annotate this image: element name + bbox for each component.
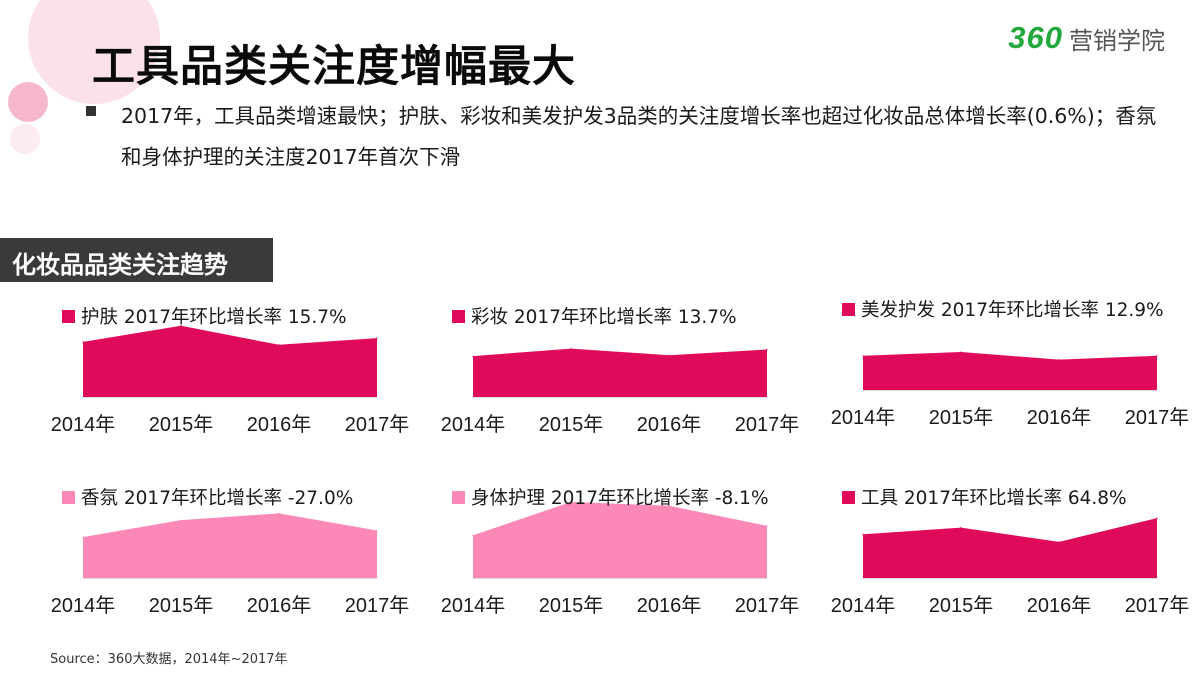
x-tick-label: 2016年 xyxy=(247,594,312,617)
data-point xyxy=(82,536,84,538)
summary-text: 2017年，工具品类增速最快；护肤、彩妆和美发护发3品类的关注度增长率也超过化妆… xyxy=(121,104,1157,169)
chart-panel-1: 2014年 2015年 2016年 2017年 护肤 2017年环比增长率 15.7% xyxy=(50,303,430,453)
data-point xyxy=(1156,355,1158,357)
data-point xyxy=(472,355,474,357)
x-tick-label: 2015年 xyxy=(149,413,214,436)
logo-number: 360 xyxy=(1008,20,1063,55)
section-title: 化妆品品类关注趋势 xyxy=(12,251,228,279)
logo: 360 营销学院 xyxy=(1008,20,1165,56)
x-tick-label: 2015年 xyxy=(539,413,604,436)
data-point xyxy=(376,337,378,339)
x-tick-label: 2017年 xyxy=(345,413,410,436)
x-tick-label: 2014年 xyxy=(51,413,116,436)
data-point xyxy=(862,355,864,357)
legend-swatch-icon xyxy=(842,490,855,504)
area-series xyxy=(473,502,767,578)
decor-circle-tiny xyxy=(10,124,40,154)
x-tick-label: 2015年 xyxy=(539,594,604,617)
chart-plot: 2014年 2015年 2016年 2017年 xyxy=(51,512,410,617)
data-point xyxy=(180,325,182,327)
chart-plot: 2014年 2015年 2016年 2017年 xyxy=(441,501,800,617)
data-point xyxy=(82,341,84,343)
x-tick-label: 2017年 xyxy=(735,413,800,436)
area-series xyxy=(83,325,377,397)
decor-circle-large xyxy=(28,0,160,104)
chart-legend: 彩妆 2017年环比增长率 13.7% xyxy=(452,303,737,329)
chart-plot: 2014年 2015年 2016年 2017年 xyxy=(831,517,1190,617)
chart-legend: 身体护理 2017年环比增长率 -8.1% xyxy=(452,484,769,510)
legend-label: 工具 2017年环比增长率 64.8% xyxy=(861,488,1127,509)
x-tick-label: 2017年 xyxy=(345,594,410,617)
legend-swatch-icon xyxy=(62,490,75,504)
data-point xyxy=(668,354,670,356)
data-point xyxy=(1156,517,1158,519)
data-point xyxy=(960,527,962,529)
area-series xyxy=(863,352,1157,390)
data-point xyxy=(278,344,280,346)
area-series xyxy=(473,348,767,397)
chart-panel-5: 2014年 2015年 2016年 2017年 身体护理 2017年环比增长率 -8.1… xyxy=(440,484,820,634)
data-point xyxy=(960,351,962,353)
x-tick-label: 2016年 xyxy=(1027,406,1092,429)
data-point xyxy=(570,501,572,503)
chart-plot: 2014年 2015年 2016年 2017年 xyxy=(51,325,410,436)
x-tick-label: 2015年 xyxy=(149,594,214,617)
chart-panel-3: 2014年 2015年 2016年 2017年 美发护发 2017年环比增长率 12.9… xyxy=(830,296,1197,446)
legend-label: 香氛 2017年环比增长率 -27.0% xyxy=(81,488,354,509)
x-tick-label: 2017年 xyxy=(1125,594,1190,617)
data-point xyxy=(278,512,280,514)
data-point xyxy=(668,505,670,507)
data-point xyxy=(1058,359,1060,361)
chart-plot: 2014年 2015年 2016年 2017年 xyxy=(831,351,1190,429)
x-tick-label: 2017年 xyxy=(1125,406,1190,429)
legend-swatch-icon xyxy=(452,309,465,323)
data-point xyxy=(862,533,864,535)
x-tick-label: 2014年 xyxy=(441,413,506,436)
data-point xyxy=(1058,541,1060,543)
data-point xyxy=(472,534,474,536)
chart-panel-4: 2014年 2015年 2016年 2017年 香氛 2017年环比增长率 -27.0% xyxy=(50,484,430,634)
area-series xyxy=(863,518,1157,578)
legend-label: 护肤 2017年环比增长率 15.7% xyxy=(81,307,347,328)
chart-panel-6: 2014年 2015年 2016年 2017年 工具 2017年环比增长率 64.8% xyxy=(830,484,1197,634)
data-point xyxy=(570,347,572,350)
x-tick-label: 2016年 xyxy=(637,594,702,617)
chart-plot: 2014年 2015年 2016年 2017年 xyxy=(441,347,800,436)
source-note: Source：360大数据，2014年~2017年 xyxy=(50,652,288,667)
chart-legend: 香氛 2017年环比增长率 -27.0% xyxy=(62,484,353,510)
decor-circle-small xyxy=(8,82,48,122)
x-tick-label: 2015年 xyxy=(929,594,994,617)
x-tick-label: 2017年 xyxy=(735,594,800,617)
chart-legend: 美发护发 2017年环比增长率 12.9% xyxy=(842,296,1164,322)
chart-legend: 工具 2017年环比增长率 64.8% xyxy=(842,484,1127,510)
legend-label: 身体护理 2017年环比增长率 -8.1% xyxy=(471,488,769,509)
data-point xyxy=(766,348,768,351)
data-point xyxy=(376,529,378,532)
legend-swatch-icon xyxy=(842,302,855,316)
x-tick-label: 2016年 xyxy=(1027,594,1092,617)
bullet-square-icon xyxy=(86,106,96,116)
x-tick-label: 2014年 xyxy=(441,594,506,617)
logo-text: 营销学院 xyxy=(1069,26,1165,55)
x-tick-label: 2016年 xyxy=(247,413,312,436)
x-tick-label: 2016年 xyxy=(637,413,702,436)
legend-label: 彩妆 2017年环比增长率 13.7% xyxy=(471,307,737,328)
section-header: 化妆品品类关注趋势 xyxy=(0,238,273,282)
x-tick-label: 2014年 xyxy=(51,594,116,617)
page-title: 工具品类关注度增幅最大 xyxy=(92,42,576,92)
data-point xyxy=(766,525,768,527)
x-tick-label: 2014年 xyxy=(831,594,896,617)
legend-label: 美发护发 2017年环比增长率 12.9% xyxy=(861,300,1164,321)
data-point xyxy=(180,519,182,521)
x-tick-label: 2015年 xyxy=(929,406,994,429)
legend-swatch-icon xyxy=(62,309,75,323)
x-tick-label: 2014年 xyxy=(831,406,896,429)
area-series xyxy=(83,513,377,578)
legend-swatch-icon xyxy=(452,490,465,504)
chart-legend: 护肤 2017年环比增长率 15.7% xyxy=(62,303,347,329)
chart-panel-2: 2014年 2015年 2016年 2017年 彩妆 2017年环比增长率 13.7% xyxy=(440,303,820,453)
